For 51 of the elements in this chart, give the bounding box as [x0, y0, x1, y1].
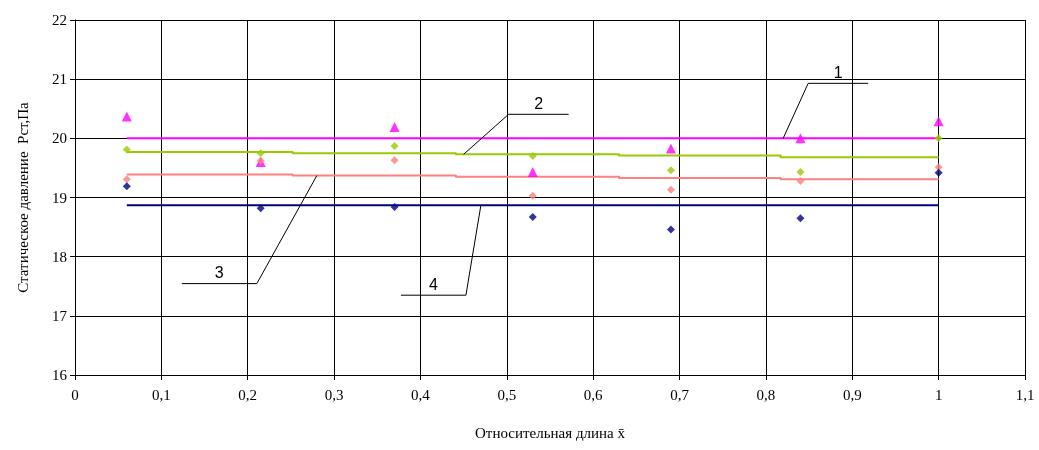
point — [666, 166, 675, 175]
point — [256, 204, 265, 213]
x-tick-label: 0,1 — [151, 386, 171, 403]
point — [527, 167, 538, 178]
x-tick-label: 0,3 — [324, 386, 344, 403]
y-axis-title: Статическое давление Рст,Па — [14, 101, 31, 293]
x-tick-label: 0,6 — [583, 386, 604, 403]
point — [665, 143, 676, 154]
annotation: 1 — [833, 63, 843, 81]
point — [389, 122, 400, 133]
x-tick-label: 0,2 — [238, 386, 258, 403]
point — [666, 185, 675, 194]
point — [122, 182, 131, 191]
annotation: 3 — [214, 264, 224, 282]
x-tick-label: 1,1 — [1015, 386, 1035, 403]
y-tick-label: 20 — [52, 130, 67, 147]
point — [934, 168, 943, 177]
point — [528, 191, 537, 200]
annotation: 2 — [534, 94, 544, 112]
point — [122, 175, 131, 184]
x-axis-title: Относительная длина x̄ — [475, 424, 626, 441]
point — [390, 142, 399, 151]
point — [256, 149, 265, 158]
x-tick-label: 0,5 — [497, 386, 517, 403]
point — [390, 156, 399, 165]
annotation: 4 — [428, 275, 438, 293]
point — [796, 168, 805, 177]
point — [666, 225, 675, 234]
y-tick-label: 22 — [52, 12, 67, 28]
point — [796, 176, 805, 185]
y-tick-label: 18 — [52, 248, 67, 265]
point — [934, 134, 943, 143]
point — [796, 214, 805, 223]
y-tick-label: 17 — [52, 307, 68, 324]
x-tick-label: 0,9 — [842, 386, 862, 403]
y-tick-label: 16 — [52, 367, 68, 383]
x-tick-label: 0,4 — [411, 386, 431, 403]
point — [795, 133, 806, 144]
point — [933, 116, 944, 127]
x-tick-label: 1 — [934, 386, 943, 403]
y-tick-label: 19 — [52, 189, 67, 206]
point — [934, 163, 943, 172]
point — [122, 145, 131, 154]
x-tick-label: 0,7 — [670, 386, 690, 403]
point — [121, 111, 132, 122]
point — [390, 202, 399, 211]
y-tick-label: 21 — [52, 71, 67, 88]
point — [528, 213, 537, 222]
x-tick-label: 0,8 — [756, 386, 776, 403]
x-tick-label: 0 — [71, 386, 79, 403]
point — [528, 152, 537, 161]
